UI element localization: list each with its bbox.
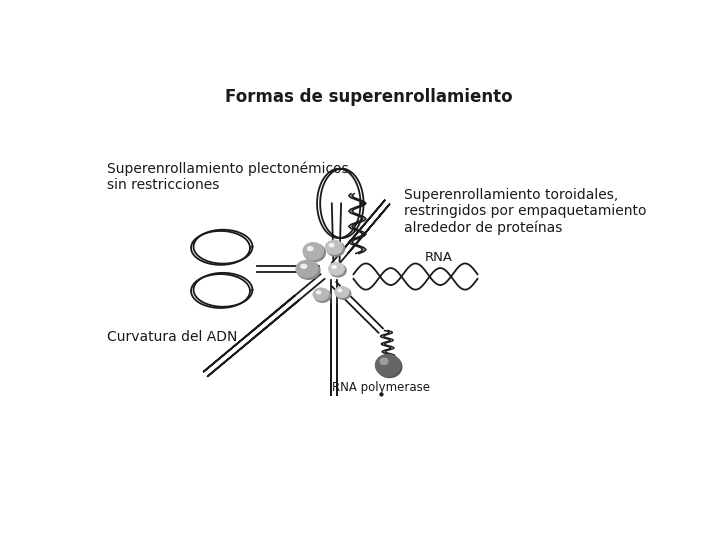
Ellipse shape: [330, 264, 346, 277]
Ellipse shape: [329, 262, 344, 275]
Ellipse shape: [301, 265, 307, 268]
Ellipse shape: [307, 247, 313, 251]
Ellipse shape: [296, 260, 318, 278]
Ellipse shape: [380, 358, 388, 365]
Text: Superenrollamiento toroidales,
restringidos por empaquetamiento
alrededor de pro: Superenrollamiento toroidales, restringi…: [404, 188, 647, 235]
Ellipse shape: [336, 288, 351, 299]
Ellipse shape: [317, 291, 320, 294]
Text: Curvatura del ADN: Curvatura del ADN: [107, 330, 238, 345]
Ellipse shape: [325, 240, 343, 254]
Ellipse shape: [332, 266, 336, 268]
Ellipse shape: [329, 244, 334, 247]
Text: RNA: RNA: [425, 251, 453, 264]
Ellipse shape: [315, 289, 330, 302]
Ellipse shape: [304, 244, 325, 261]
Text: Superenrollamiento plectonémicos,
sin restricciones: Superenrollamiento plectonémicos, sin re…: [107, 161, 354, 192]
Text: Formas de superenrollamiento: Formas de superenrollamiento: [225, 88, 513, 106]
Ellipse shape: [335, 287, 349, 298]
Ellipse shape: [297, 261, 320, 279]
Ellipse shape: [375, 354, 400, 376]
Ellipse shape: [327, 241, 345, 256]
Text: RNA polymerase: RNA polymerase: [332, 381, 430, 394]
Ellipse shape: [303, 242, 323, 260]
Ellipse shape: [313, 288, 329, 300]
Ellipse shape: [338, 289, 342, 292]
Ellipse shape: [377, 356, 402, 377]
